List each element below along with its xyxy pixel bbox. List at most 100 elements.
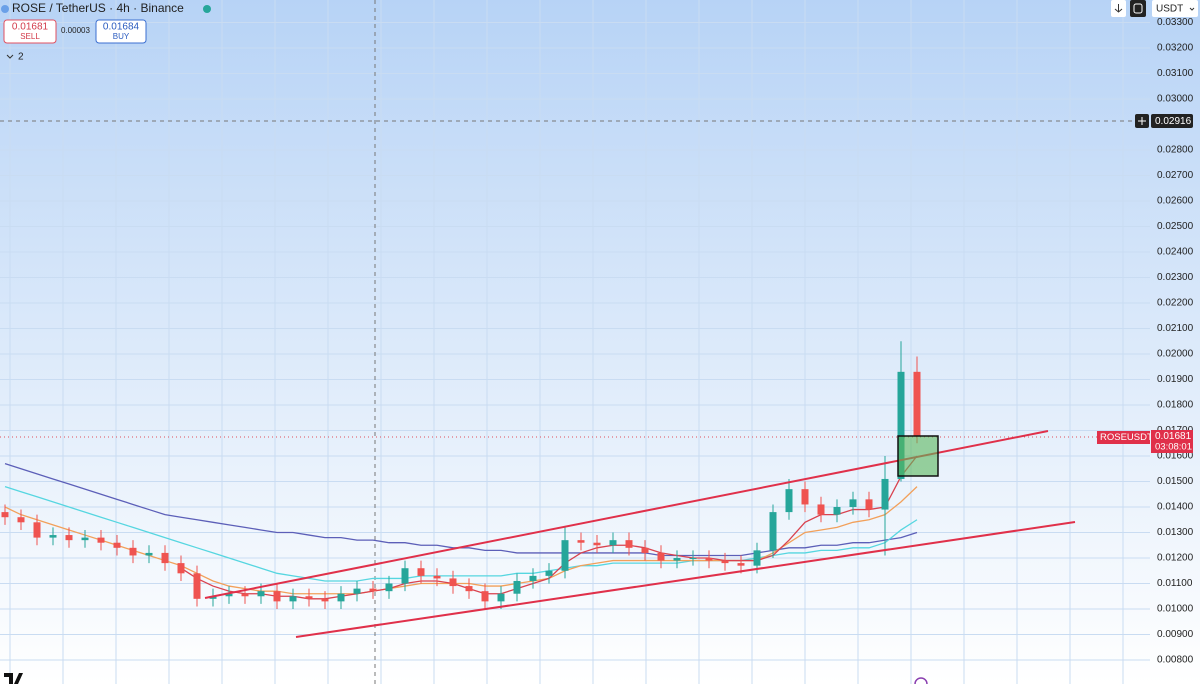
candle-body (369, 588, 377, 592)
candle-body (81, 537, 89, 541)
candle-body (321, 598, 329, 602)
crosshair-price: 0.02916 (1155, 116, 1192, 127)
candle-body (801, 489, 809, 505)
spread: 0.00003 (61, 26, 90, 35)
dropdown-icon (1189, 7, 1195, 11)
y-tick-label: 0.02500 (1157, 221, 1194, 232)
y-tick-label: 0.01300 (1157, 527, 1194, 538)
sell-label[interactable]: SELL (20, 32, 40, 41)
y-tick-label: 0.01400 (1157, 502, 1194, 513)
candle-body (897, 371, 905, 479)
currency-select[interactable] (1152, 0, 1198, 17)
symbol-title: ROSE / TetherUS · 4h · Binance (12, 1, 184, 15)
candle-body (609, 540, 617, 546)
candle-body (273, 591, 281, 602)
time-grid (9, 0, 1124, 684)
candle-body (305, 596, 313, 599)
candle-body (577, 540, 585, 543)
candle-body (225, 593, 233, 597)
y-tick-label: 0.03000 (1157, 94, 1194, 105)
candle-body (465, 586, 473, 592)
candle-body (865, 499, 873, 510)
buy-label[interactable]: BUY (113, 32, 130, 41)
compare-button[interactable] (1130, 0, 1146, 17)
sell-price[interactable]: 0.01681 (12, 22, 49, 33)
candle-body (417, 568, 425, 576)
candle-body (593, 542, 601, 546)
y-tick-label: 0.02700 (1157, 170, 1194, 181)
candle-body (817, 504, 825, 515)
candle-body (401, 568, 409, 584)
y-tick-label: 0.01500 (1157, 476, 1194, 487)
currency[interactable]: USDT (1156, 4, 1183, 15)
symbol-icon (1, 5, 9, 13)
candle-body (49, 535, 57, 538)
candle-body (177, 563, 185, 574)
status-dot (203, 5, 211, 13)
candle-body (257, 591, 265, 597)
y-tick-label: 0.01800 (1157, 400, 1194, 411)
candle-body (689, 558, 697, 560)
symbol-tag (1097, 431, 1150, 444)
y-tick-label: 0.02800 (1157, 145, 1194, 156)
candle-body (145, 552, 153, 556)
countdown: 03:08:01 (1155, 442, 1192, 453)
candle-body (641, 547, 649, 553)
candle-body (481, 591, 489, 602)
candle-body (513, 580, 521, 594)
candle-body (545, 570, 553, 576)
buy-button[interactable] (95, 19, 147, 44)
candle-body (849, 499, 857, 508)
candle-body (1, 512, 9, 518)
y-tick-label: 0.02100 (1157, 323, 1194, 334)
candle-body (625, 540, 633, 548)
y-tick-label: 0.01600 (1157, 451, 1194, 462)
candle-body (657, 552, 665, 561)
download-icon (1114, 4, 1123, 13)
y-tick-label: 0.02300 (1157, 272, 1194, 283)
candle-body (561, 540, 569, 571)
tradingview-logo[interactable] (4, 673, 23, 684)
candle-body (65, 535, 73, 541)
crosshair-price-tag (1151, 114, 1193, 128)
highlight-box (897, 435, 939, 477)
candles (1, 341, 921, 610)
sell-button[interactable] (3, 19, 57, 44)
candle-body (33, 522, 41, 538)
candle-body (673, 558, 681, 561)
candle-body (209, 596, 217, 599)
candle-body (529, 575, 537, 581)
buy-price[interactable]: 0.01684 (103, 22, 140, 33)
y-tick-label: 0.00900 (1157, 629, 1194, 640)
candle-body (705, 558, 713, 561)
y-tick-label: 0.03200 (1157, 43, 1194, 54)
candle-body (97, 537, 105, 543)
candle-body (161, 552, 169, 564)
y-tick-label: 0.02000 (1157, 349, 1194, 360)
candle-body (833, 507, 841, 515)
y-tick-label: 0.01900 (1157, 374, 1194, 385)
candle-body (241, 593, 249, 597)
y-tick-label: 0.02600 (1157, 196, 1194, 207)
candle-body (353, 588, 361, 594)
candle-body (497, 593, 505, 602)
y-tick-label: 0.01000 (1157, 604, 1194, 615)
lower-trendline (295, 521, 1076, 638)
candle-body (433, 575, 441, 579)
candle-body (449, 578, 457, 587)
y-tick-label: 0.03300 (1157, 17, 1194, 28)
candle-body (337, 593, 345, 602)
candle-body (769, 512, 777, 551)
indicator-count[interactable]: 2 (18, 52, 24, 63)
collapse-icon[interactable] (6, 54, 14, 59)
event-marker[interactable] (914, 677, 928, 684)
compare-icon (1133, 3, 1143, 14)
plus-icon (1138, 117, 1146, 125)
candle-body (721, 560, 729, 564)
moving-average (4, 486, 918, 595)
y-tick-label: 0.01200 (1157, 553, 1194, 564)
symbol-tag-text: ROSEUSDT (1100, 432, 1153, 443)
y-tick-label: 0.02400 (1157, 247, 1194, 258)
